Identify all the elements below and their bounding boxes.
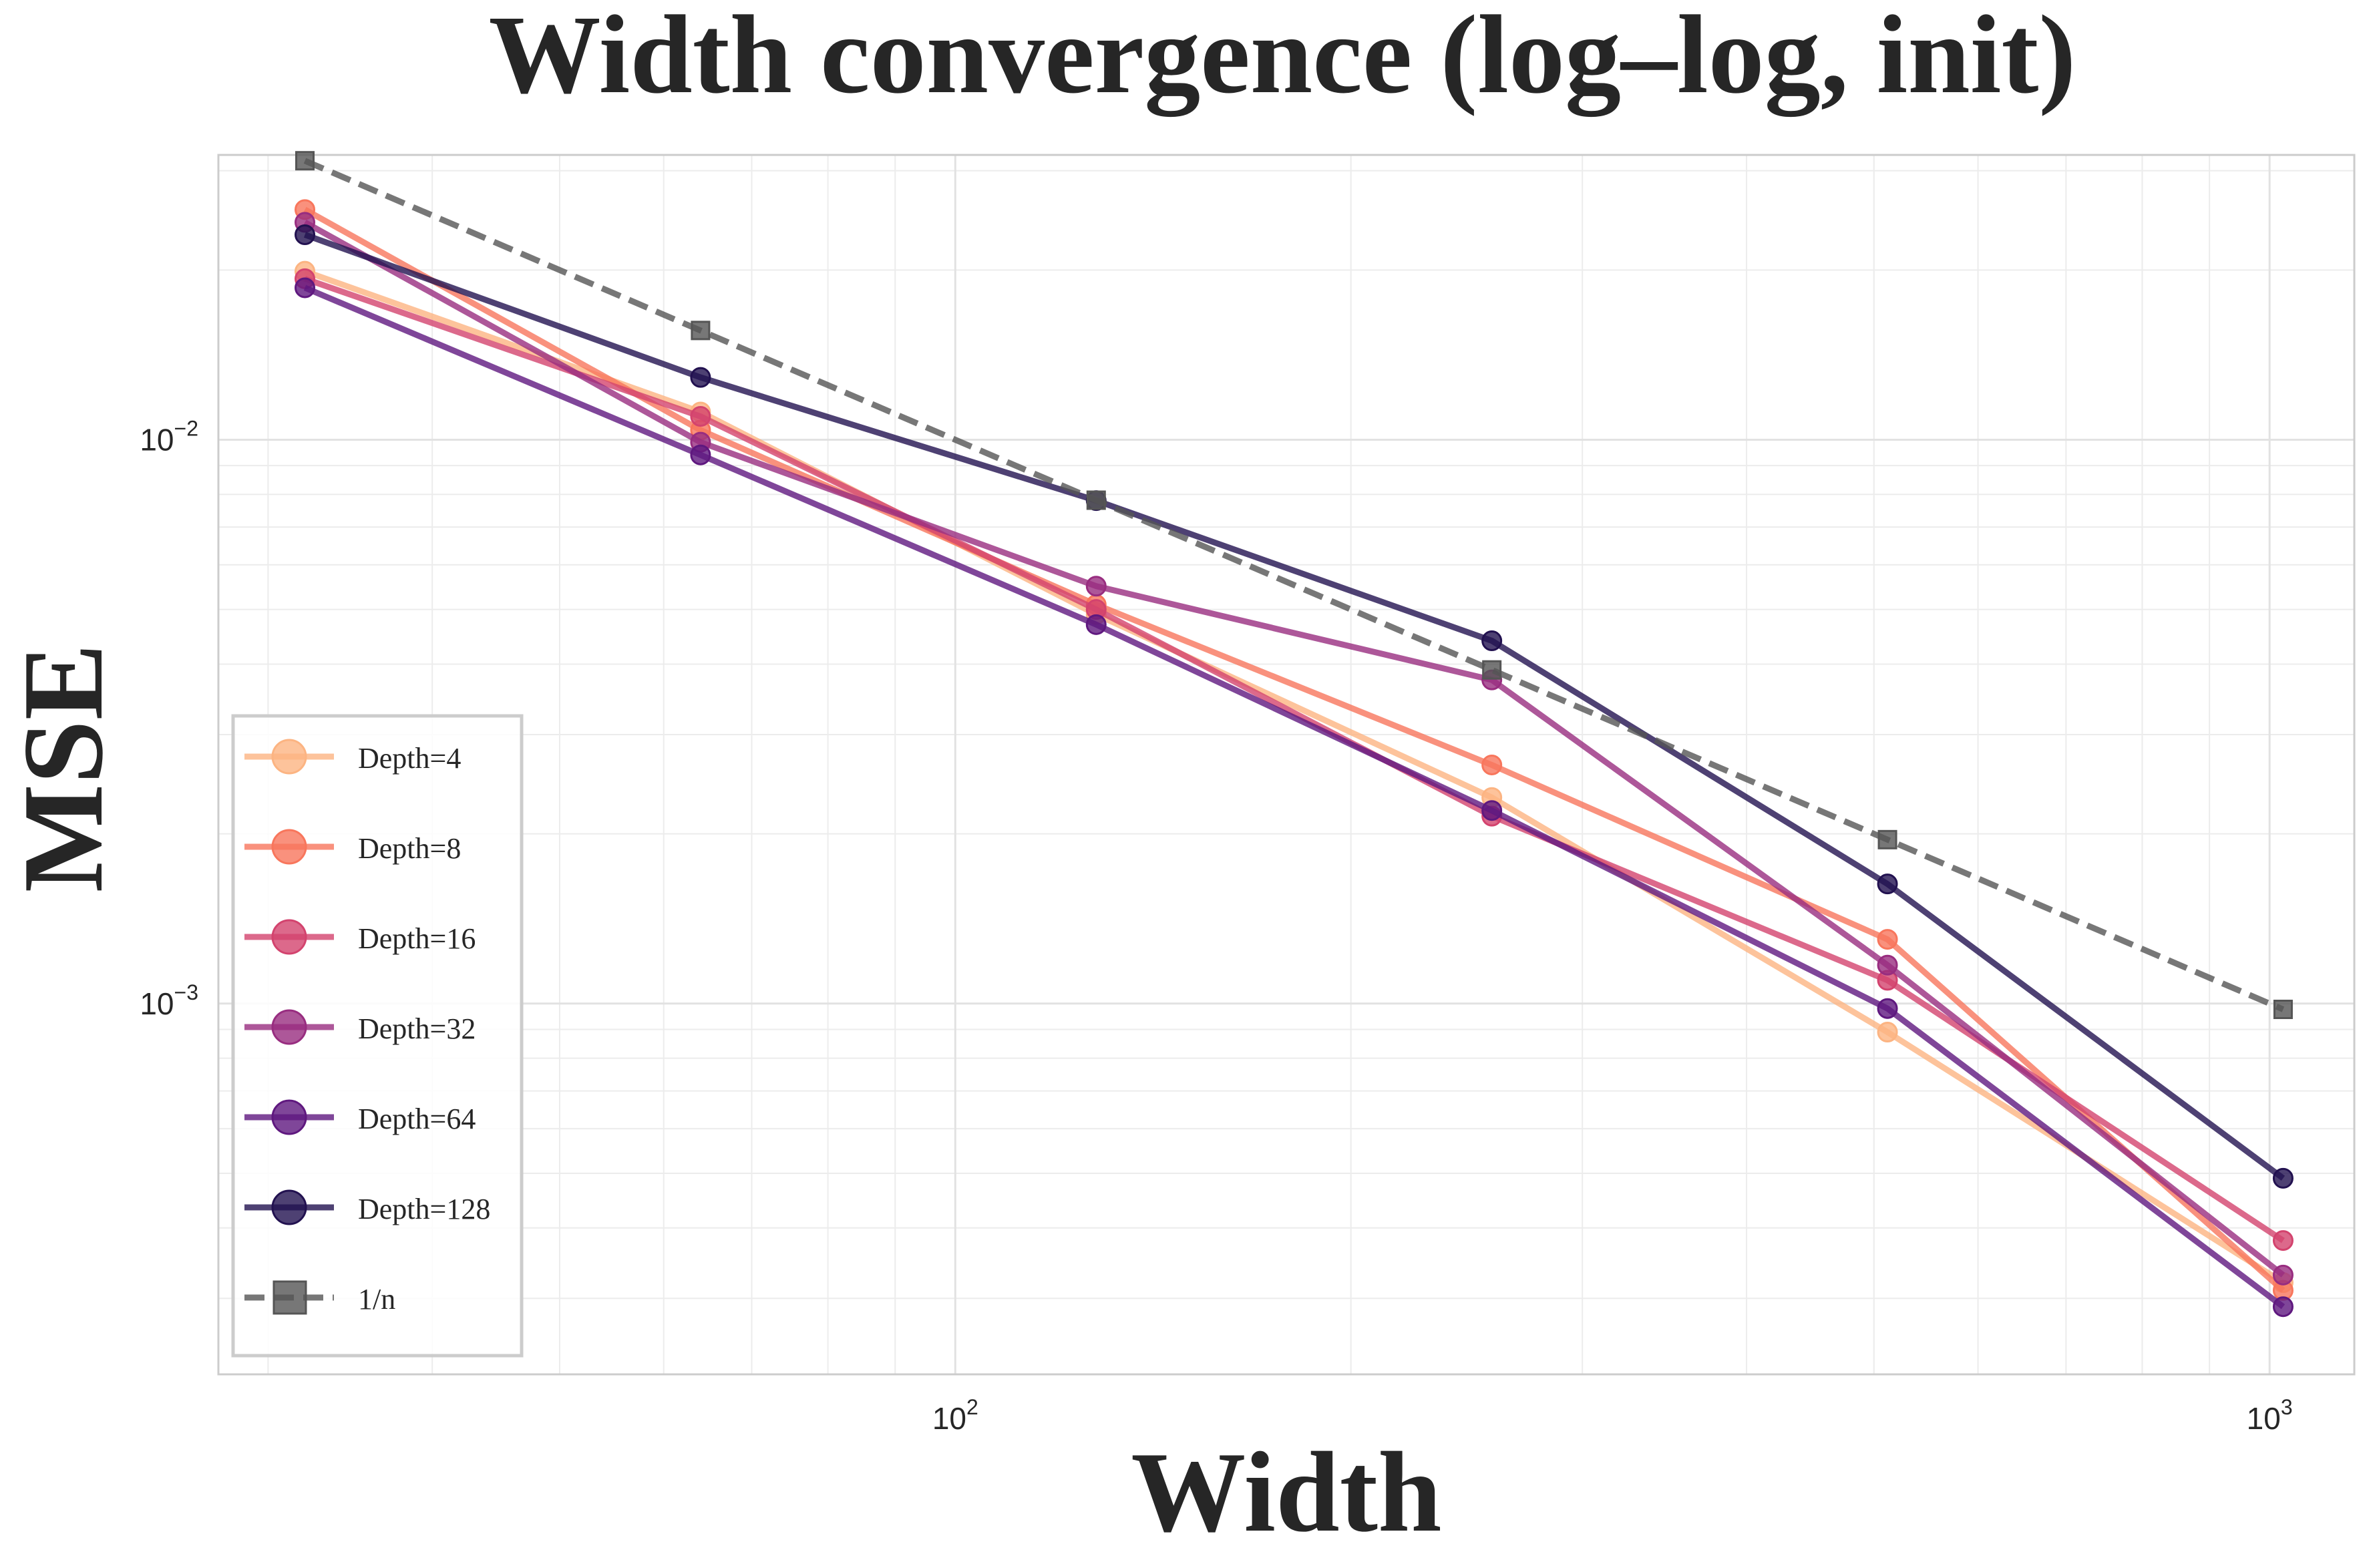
legend-swatch-marker: [271, 1009, 307, 1045]
series-line: [303, 268, 2285, 1286]
legend-item-depth-4: Depth=4: [244, 739, 461, 775]
data-point: [1877, 829, 1897, 849]
data-point: [1877, 998, 1898, 1019]
data-point: [1877, 1022, 1898, 1043]
series-line: [304, 276, 2285, 1243]
legend-item-depth-8: Depth=8: [244, 829, 461, 865]
legend-items: Depth=4 Depth=8 Depth=16 Depth=32 Depth=64 De…: [244, 739, 490, 1316]
legend-label: Depth=64: [358, 1103, 476, 1135]
legend-item-depth-16: Depth=16: [244, 919, 476, 955]
x-tick-label: 103: [2247, 1395, 2293, 1436]
series-layer: [295, 151, 2294, 1318]
data-point: [295, 151, 315, 171]
data-point: [2273, 1000, 2293, 1020]
x-tick-label: 102: [932, 1395, 978, 1436]
data-point: [690, 444, 711, 465]
legend-swatch-marker: [271, 739, 307, 775]
legend-label: Depth=128: [358, 1193, 490, 1225]
x-axis-ticks: 102 103: [932, 1395, 2293, 1436]
data-point: [1482, 660, 1502, 680]
x-axis-label: Width: [1131, 1429, 1441, 1556]
data-point: [2272, 1167, 2294, 1189]
chart-title: Width convergence (log–log, init): [489, 0, 2076, 117]
legend-label: 1/n: [358, 1283, 395, 1316]
plot-frame: [217, 154, 2356, 1376]
data-point: [295, 224, 316, 246]
series-line: [303, 158, 2285, 1012]
legend-label: Depth=16: [358, 922, 476, 955]
data-point: [1481, 630, 1503, 652]
legend-swatch-marker: [271, 829, 307, 865]
legend-label: Depth=8: [358, 832, 461, 865]
legend-item-1-n: 1/n: [244, 1280, 395, 1316]
data-point: [2272, 1264, 2294, 1286]
data-point: [295, 277, 316, 299]
data-point: [1877, 954, 1898, 976]
data-point: [2272, 1230, 2294, 1251]
legend-swatch-marker: [271, 1099, 307, 1135]
legend-item-depth-128: Depth=128: [244, 1189, 490, 1225]
series-depth-16: [295, 268, 2294, 1251]
data-point: [1481, 800, 1503, 821]
legend: Depth=4 Depth=8 Depth=16 Depth=32 Depth=64 De…: [231, 714, 524, 1358]
data-point: [1481, 754, 1503, 775]
legend-swatch-marker: [272, 1280, 307, 1315]
data-point: [1085, 576, 1107, 597]
data-point: [690, 406, 711, 427]
legend-swatch-marker: [271, 919, 307, 955]
data-point: [1877, 929, 1898, 950]
series-line: [303, 219, 2286, 1278]
data-point: [1085, 614, 1107, 635]
y-tick-label: 10−3: [140, 980, 198, 1021]
legend-item-depth-64: Depth=64: [244, 1099, 476, 1135]
series-line: [303, 284, 2286, 1310]
data-point: [1877, 873, 1898, 895]
legend-item-depth-32: Depth=32: [244, 1009, 476, 1045]
y-tick-label: 10−2: [140, 417, 198, 457]
series-line: [303, 232, 2286, 1181]
series-depth-64: [295, 277, 2294, 1318]
series-1-n: [295, 151, 2293, 1020]
data-point: [2272, 1296, 2294, 1318]
legend-label: Depth=4: [358, 742, 461, 775]
y-axis-label: MSE: [0, 644, 127, 893]
data-point: [1086, 490, 1106, 510]
y-axis-ticks: 10−2 10−3: [140, 417, 198, 1021]
data-point: [691, 321, 711, 341]
legend-swatch-marker: [271, 1189, 307, 1225]
legend-label: Depth=32: [358, 1012, 476, 1045]
data-point: [690, 367, 711, 388]
